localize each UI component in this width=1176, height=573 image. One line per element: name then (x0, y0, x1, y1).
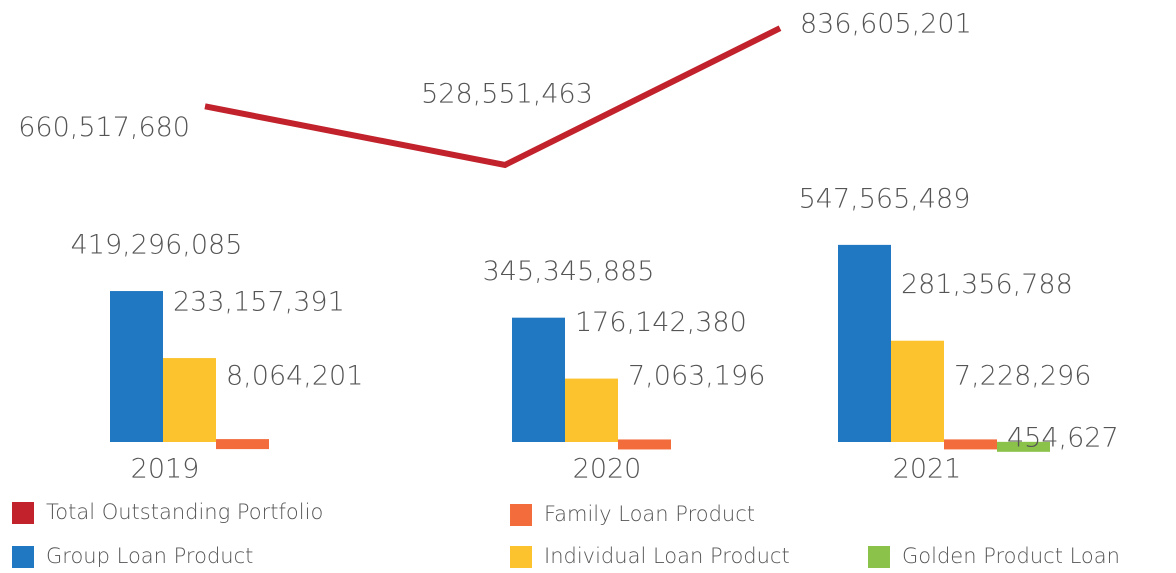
data-label: 419,296,085 (71, 230, 243, 261)
data-label: 454,627 (1007, 422, 1119, 453)
line (204, 25, 782, 169)
legend-label: Total Outstanding Portfolio (46, 500, 323, 524)
data-label: 660,517,680 (18, 112, 190, 143)
data-label: 176,142,380 (575, 307, 747, 338)
x-tick-label: 2021 (893, 454, 962, 485)
data-label: 7,063,196 (628, 361, 765, 392)
legend-swatch (12, 546, 34, 568)
data-label: 528,551,463 (421, 78, 593, 109)
bar (216, 439, 269, 450)
data-label: 836,605,201 (800, 9, 972, 40)
data-label: 281,356,788 (901, 269, 1073, 300)
data-label: 8,064,201 (226, 361, 363, 392)
legend-label: Individual Loan Product (544, 544, 790, 568)
legend-label: Group Loan Product (46, 544, 253, 568)
bar (512, 317, 565, 442)
bar (618, 439, 671, 450)
bar (565, 378, 618, 442)
legend-swatch (868, 546, 890, 568)
bar (163, 358, 216, 442)
legend-swatch (510, 504, 532, 526)
bar (944, 439, 997, 450)
bar (891, 340, 944, 442)
x-tick-label: 2019 (131, 454, 200, 485)
data-label: 7,228,296 (954, 361, 1091, 392)
bar (838, 244, 891, 442)
data-label: 547,565,489 (799, 183, 971, 214)
data-label: 233,157,391 (173, 287, 345, 318)
bar (997, 441, 1050, 452)
data-label: 345,345,885 (483, 256, 655, 287)
legend-swatch (510, 546, 532, 568)
x-tick-label: 2020 (573, 454, 642, 485)
legend-label: Family Loan Product (544, 502, 755, 526)
legend-swatch (12, 502, 34, 524)
legend-label: Golden Product Loan (902, 544, 1120, 568)
bar (110, 291, 163, 442)
